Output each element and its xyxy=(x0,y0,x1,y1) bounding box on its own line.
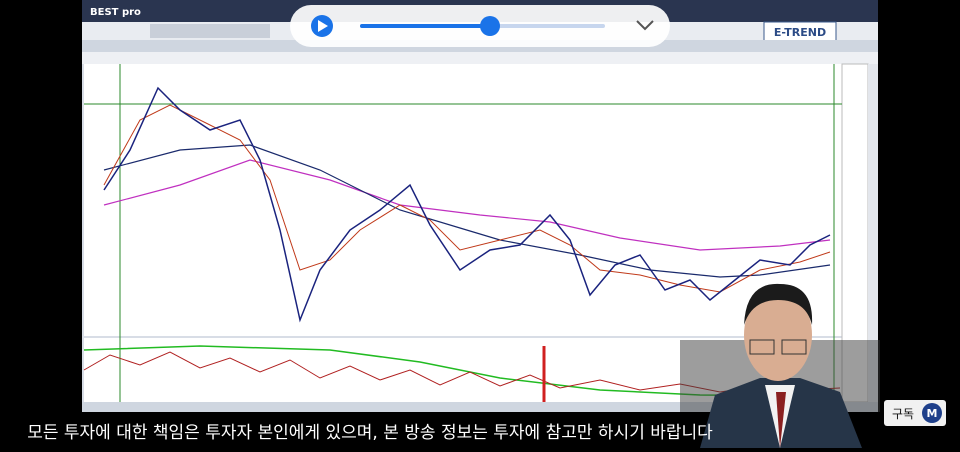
chart-toolbar xyxy=(82,52,878,64)
glasses xyxy=(781,339,807,355)
channel-icon-label: M xyxy=(927,407,938,420)
seek-handle[interactable] xyxy=(480,16,500,36)
collapse-button[interactable] xyxy=(636,20,654,31)
subscribe-label: 구독 xyxy=(892,407,914,421)
presenter-hair xyxy=(744,283,813,325)
moving-average xyxy=(103,104,831,293)
glasses xyxy=(749,339,775,355)
seek-progress xyxy=(360,24,490,28)
date-axis xyxy=(82,402,878,412)
subtitle-box xyxy=(70,416,670,446)
moving-average xyxy=(103,159,831,251)
price-line xyxy=(103,86,831,323)
channel-icon xyxy=(922,403,942,423)
moving-average xyxy=(103,144,831,278)
side-toolbar xyxy=(868,64,878,402)
subtitle: 모든 투자에 대한 책임은 투자자 본인에게 있으며, 본 방송 정보는 투자에… xyxy=(27,423,713,443)
brand: E-TREND xyxy=(774,26,826,39)
logo: BEST pro xyxy=(90,7,141,18)
presenter-face xyxy=(744,289,812,381)
play-icon xyxy=(318,20,328,32)
toolbar-buttons[interactable] xyxy=(150,24,270,38)
price-panel xyxy=(84,64,842,336)
presenter-tie xyxy=(776,392,786,448)
